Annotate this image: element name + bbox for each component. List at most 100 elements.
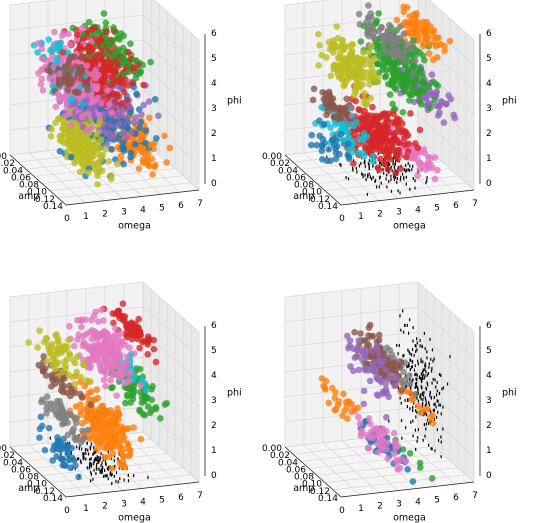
data-point	[39, 86, 47, 94]
data-point	[407, 110, 414, 117]
z-tick-label: 5	[486, 54, 492, 64]
data-point	[90, 457, 92, 461]
data-point	[415, 447, 417, 451]
data-point	[90, 442, 93, 446]
data-point	[417, 436, 419, 440]
data-point	[323, 157, 331, 165]
data-point	[105, 129, 113, 136]
data-point	[110, 362, 118, 370]
data-point	[123, 124, 131, 132]
data-point	[398, 128, 405, 136]
data-point	[112, 430, 120, 438]
data-point	[388, 162, 390, 166]
data-point	[410, 365, 413, 369]
data-point	[115, 411, 122, 418]
data-point	[72, 419, 80, 427]
data-point	[421, 345, 423, 349]
data-point	[327, 102, 334, 110]
data-point	[83, 456, 85, 460]
data-point	[102, 382, 109, 390]
data-point	[371, 28, 378, 36]
data-point	[410, 358, 412, 362]
data-point	[424, 362, 426, 366]
data-point	[386, 21, 393, 29]
data-point	[428, 474, 436, 482]
data-point	[407, 168, 409, 172]
data-point	[362, 173, 364, 177]
z-tick-label: 1	[211, 154, 217, 164]
data-point	[350, 122, 358, 130]
data-point	[346, 342, 354, 349]
data-point	[442, 405, 444, 409]
data-point	[74, 69, 82, 77]
data-point	[346, 60, 354, 67]
y-tick-label: 0.08	[19, 181, 39, 191]
data-point	[384, 55, 392, 63]
data-point	[108, 465, 110, 469]
data-point	[364, 116, 372, 123]
data-point	[80, 361, 88, 369]
data-point	[82, 127, 90, 135]
data-point	[410, 70, 417, 78]
data-point	[382, 380, 390, 387]
data-point	[425, 399, 427, 403]
grid-line-z	[284, 281, 475, 333]
data-point	[440, 119, 448, 126]
data-point	[428, 365, 430, 369]
data-point	[72, 124, 80, 132]
data-point	[348, 112, 355, 120]
data-point	[333, 23, 341, 30]
data-point	[66, 322, 73, 330]
data-point	[355, 413, 362, 421]
data-point	[114, 48, 122, 55]
data-point	[129, 79, 137, 87]
y-tick-label: 0.10	[302, 480, 322, 490]
data-point	[308, 131, 316, 139]
data-point	[86, 435, 94, 442]
data-point	[379, 161, 382, 165]
data-point	[47, 132, 55, 140]
data-point	[130, 381, 138, 389]
data-point	[438, 403, 440, 407]
data-point	[396, 180, 398, 184]
z-axis-label: phi	[227, 388, 242, 399]
data-point	[108, 465, 116, 472]
z-tick-label: 2	[211, 421, 217, 431]
data-point	[94, 141, 102, 148]
data-point	[369, 134, 376, 142]
data-point	[108, 444, 115, 452]
data-point	[89, 458, 91, 462]
data-point	[78, 457, 80, 461]
data-point	[360, 400, 368, 408]
data-point	[34, 344, 42, 351]
data-point	[430, 27, 438, 34]
data-point	[87, 401, 95, 408]
x-axis-label: omega	[393, 513, 426, 523]
data-point	[78, 323, 85, 331]
data-point	[345, 398, 353, 405]
data-point	[117, 100, 125, 108]
data-point	[368, 163, 370, 167]
data-point	[61, 74, 68, 81]
data-point	[121, 313, 129, 320]
data-point	[85, 447, 87, 451]
data-point	[403, 168, 405, 172]
data-point	[82, 457, 84, 461]
data-point	[414, 382, 417, 386]
data-point	[352, 168, 354, 172]
y-tick-label: 0.04	[3, 458, 23, 468]
data-point	[435, 415, 438, 419]
data-point	[432, 408, 435, 412]
data-point	[416, 464, 424, 471]
data-point	[113, 90, 121, 98]
data-point	[434, 112, 442, 119]
data-point	[394, 162, 396, 166]
data-point	[71, 359, 79, 367]
data-point	[356, 84, 364, 91]
data-point	[86, 364, 94, 372]
data-point	[132, 114, 140, 121]
data-point	[108, 384, 115, 392]
data-point	[429, 337, 431, 341]
data-point	[127, 109, 134, 116]
data-point	[405, 175, 407, 179]
